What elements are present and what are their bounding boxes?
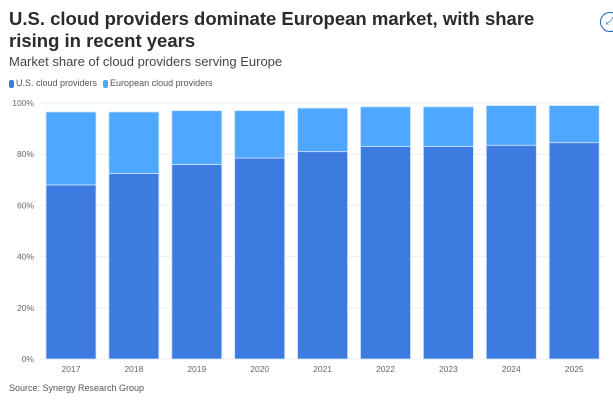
y-tick-label: 40% [17,252,34,262]
bar-segment[interactable] [45,111,97,186]
bar-segment[interactable] [360,146,411,360]
x-tick-label: 2017 [62,364,81,374]
bar-segment[interactable] [548,105,600,144]
bar-segment[interactable] [548,142,600,360]
bar-segment[interactable] [234,157,286,360]
bar-segment[interactable] [297,107,349,153]
x-tick-label: 2022 [376,364,395,374]
y-tick-label: 60% [17,200,34,210]
bar-segment[interactable] [422,146,474,360]
chart-subtitle: Market share of cloud providers serving … [9,54,283,69]
bar-segment[interactable] [485,105,537,146]
bar-segment[interactable] [485,144,537,360]
x-tick-label: 2025 [565,364,584,374]
bar-segment[interactable] [297,151,349,360]
y-tick-label: 0% [22,354,35,364]
bar-segment[interactable] [171,164,223,360]
legend-swatch [103,79,109,88]
bar-segment[interactable] [45,184,97,360]
x-tick-label: 2020 [250,364,269,374]
legend-item-us[interactable]: U.S. cloud providers [9,78,97,88]
x-tick-label: 2023 [439,364,458,374]
bar-segment[interactable] [360,106,411,147]
bar-segment[interactable] [108,111,160,174]
bar-segment[interactable] [422,106,474,147]
bar-segment[interactable] [234,110,286,159]
expand-icon[interactable]: ⤢ [600,12,613,32]
y-tick-label: 100% [12,98,34,108]
legend-item-europe[interactable]: European cloud providers [103,78,213,88]
x-tick-label: 2021 [313,364,332,374]
x-tick-label: 2019 [187,364,206,374]
legend-label: U.S. cloud providers [16,78,98,88]
x-tick-label: 2024 [502,364,521,374]
source-note: Source: Synergy Research Group [9,383,145,393]
bar-segment[interactable] [171,110,223,165]
chart-title: U.S. cloud providers dominate European m… [9,8,535,51]
legend-label: European cloud providers [110,78,213,88]
y-tick-label: 80% [17,149,34,159]
legend: U.S. cloud providers European cloud prov… [9,78,213,88]
legend-swatch [9,79,14,88]
x-tick-label: 2018 [124,364,143,374]
y-tick-label: 20% [17,303,34,313]
bar-segment[interactable] [108,172,160,360]
